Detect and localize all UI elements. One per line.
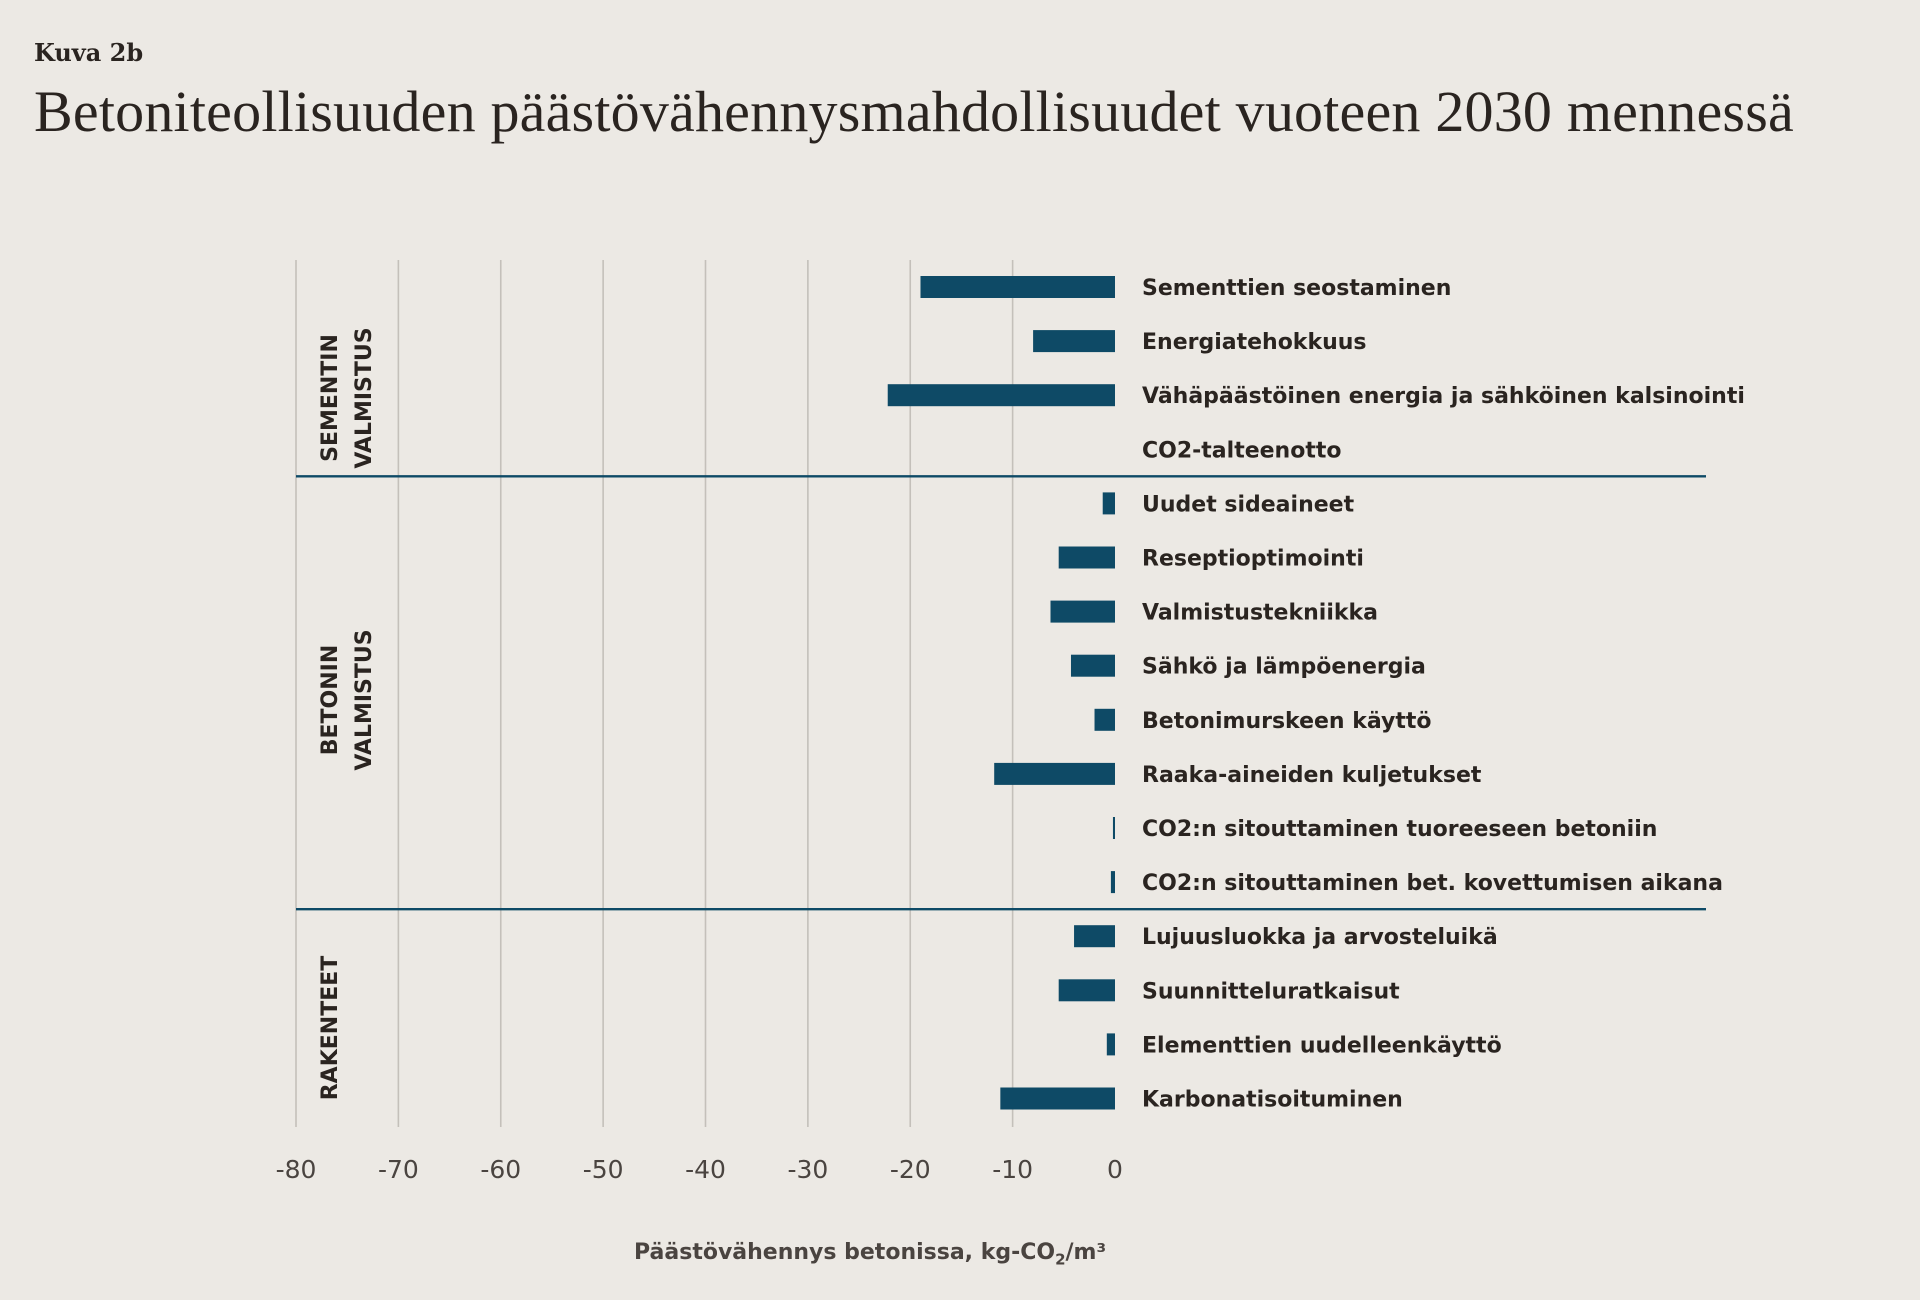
group-label: VALMISTUS: [352, 327, 377, 468]
bar: [1000, 1087, 1115, 1110]
bar-label: CO2-talteenotto: [1142, 438, 1341, 463]
bar-labels: Sementtien seostaminen Energiatehokkuus Vä…: [1142, 276, 1745, 1113]
x-tick-label: -20: [890, 1155, 931, 1184]
x-tick-labels: -80 -70 -60 -50 -40 -30 -20 -10 0: [276, 1155, 1123, 1184]
bar-label: Uudet sideaineet: [1142, 492, 1355, 517]
group-labels: SEMENTIN VALMISTUS BETONIN VALMISTUS RAKENTE…: [318, 327, 377, 1100]
bar-label: Elementtien uudelleenkäyttö: [1142, 1033, 1502, 1058]
bar-label: Energiatehokkuus: [1142, 330, 1367, 355]
x-tick-label: 0: [1107, 1155, 1123, 1184]
bar-label: Lujuusluokka ja arvosteluikä: [1142, 925, 1498, 950]
x-tick-label: -30: [787, 1155, 828, 1184]
bar: [1102, 492, 1115, 515]
bar: [1058, 979, 1115, 1002]
bar: [1094, 708, 1115, 731]
bar-label: Karbonatisoituminen: [1142, 1088, 1403, 1113]
bar-label: Sähkö ja lämpöenergia: [1142, 655, 1426, 680]
bar-label: Valmistustekniikka: [1142, 601, 1378, 626]
chart-title: Betoniteollisuuden päästövähennysmahdoll…: [34, 79, 1794, 144]
x-tick-label: -40: [685, 1155, 726, 1184]
bar: [1050, 600, 1115, 623]
group-label: SEMENTIN: [318, 334, 343, 462]
bar-label: Raaka-aineiden kuljetukset: [1142, 763, 1482, 788]
bar: [1033, 330, 1115, 353]
group-label: RAKENTEET: [318, 956, 343, 1101]
bar: [994, 762, 1115, 785]
group-label: BETONIN: [318, 645, 343, 756]
bar-label: Vähäpäästöinen energia ja sähköinen kals…: [1142, 384, 1745, 409]
bar: [1058, 546, 1115, 569]
bar: [887, 384, 1115, 407]
bar: [920, 276, 1115, 298]
x-axis-label-main: Päästövähennys betonissa, kg-CO: [634, 1240, 1056, 1265]
bar-label: CO2:n sitouttaminen tuoreeseen betoniin: [1142, 817, 1657, 842]
figure-kicker: Kuva 2b: [34, 38, 144, 67]
bar: [1074, 925, 1115, 948]
x-tick-label: -10: [992, 1155, 1033, 1184]
group-label: VALMISTUS: [352, 629, 377, 770]
bar-label: CO2:n sitouttaminen bet. kovettumisen ai…: [1142, 871, 1723, 896]
bar: [1106, 1033, 1115, 1056]
bar-label: Betonimurskeen käyttö: [1142, 709, 1432, 734]
bar: [1070, 654, 1115, 677]
x-axis-label-end: /m³: [1065, 1240, 1107, 1265]
group-separators: [296, 475, 1706, 911]
x-tick-label: -50: [583, 1155, 624, 1184]
bar: [1110, 871, 1115, 894]
bar-label: Suunnitteluratkaisut: [1142, 979, 1400, 1004]
x-tick-label: -80: [276, 1155, 317, 1184]
bar: [1112, 817, 1115, 839]
bars: [887, 276, 1115, 1110]
x-axis-label-sub: 2: [1055, 1250, 1066, 1269]
bar-label: Reseptioptimointi: [1142, 547, 1364, 572]
x-tick-label: -70: [378, 1155, 419, 1184]
x-tick-label: -60: [480, 1155, 521, 1184]
bar-label: Sementtien seostaminen: [1142, 276, 1451, 301]
